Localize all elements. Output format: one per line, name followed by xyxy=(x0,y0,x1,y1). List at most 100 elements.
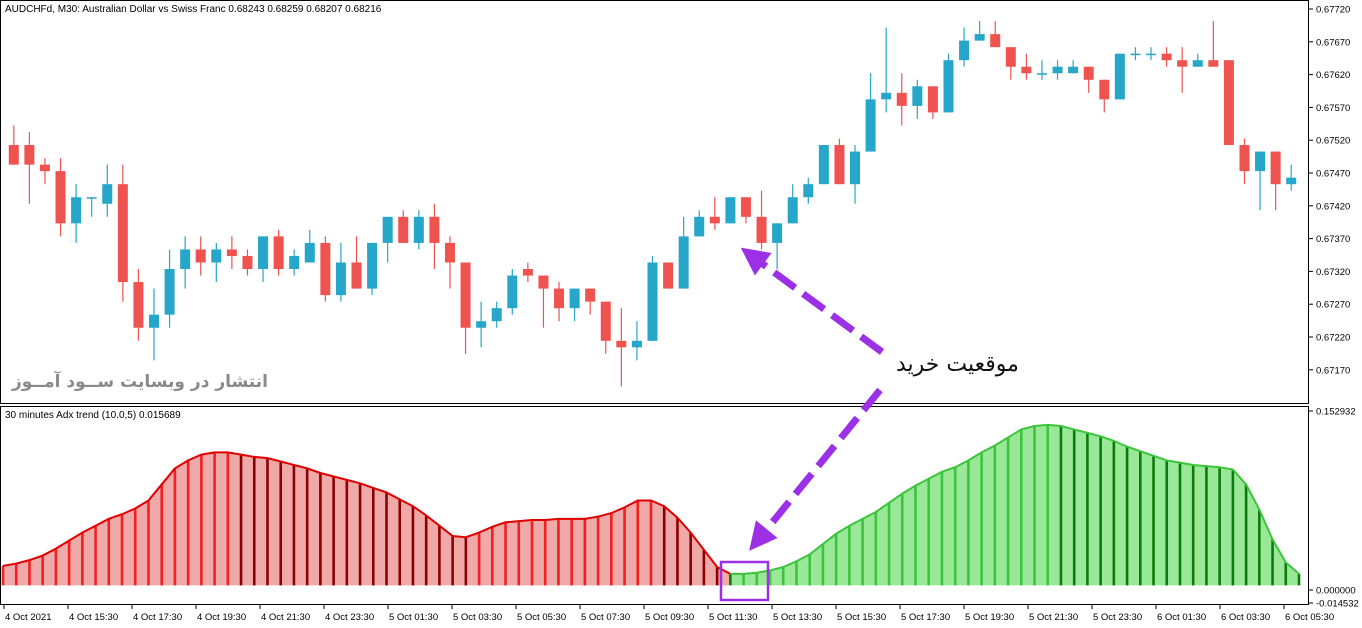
candle-body xyxy=(663,262,674,289)
candle-body xyxy=(258,236,269,270)
candle-body xyxy=(647,262,658,341)
indicator-header: 30 minutes Adx trend (10.0,5) 0.015689 xyxy=(5,410,181,421)
candle-body xyxy=(304,242,315,263)
candle-body xyxy=(1021,66,1032,74)
candle-body xyxy=(709,216,720,224)
candle-body xyxy=(164,269,175,315)
price-axis: 0.67720 0.67670 0.67620 0.67570 0.67520 0.674… xyxy=(1309,5,1350,376)
candle-body xyxy=(71,197,82,224)
candle-body xyxy=(24,145,35,165)
histogram-area xyxy=(3,452,731,586)
candle-body xyxy=(444,242,455,263)
candle-body xyxy=(1146,53,1157,56)
candle-body xyxy=(460,262,471,328)
candle-body xyxy=(102,184,113,204)
candle-body xyxy=(351,262,362,289)
candle-body xyxy=(1130,53,1141,56)
candle-body xyxy=(335,262,346,296)
candle-body xyxy=(787,197,798,224)
candle-body xyxy=(538,275,549,289)
buy-position-box xyxy=(719,560,770,602)
candle-body xyxy=(367,242,378,289)
candle-body xyxy=(631,340,642,348)
candle-body xyxy=(1286,177,1297,185)
candle-body xyxy=(273,236,284,270)
time-tick-label: 5 Oct 23:30 xyxy=(1093,612,1142,623)
candle-body xyxy=(803,184,814,198)
time-tick-label: 5 Oct 03:30 xyxy=(453,612,502,623)
indicator-tick-label: -0.014532 xyxy=(1316,599,1359,610)
candle-body xyxy=(413,216,424,243)
candle-body xyxy=(195,249,206,263)
time-tick-label: 4 Oct 15:30 xyxy=(69,612,118,623)
time-tick-label: 4 Oct 23:30 xyxy=(325,612,374,623)
candle-body xyxy=(616,340,627,348)
candle-body xyxy=(320,242,331,296)
candle-body xyxy=(943,60,954,113)
candle-body xyxy=(554,288,565,309)
candle-body xyxy=(1005,47,1016,67)
indicator-histogram xyxy=(1,423,1301,586)
candle-body xyxy=(117,184,128,283)
buy-position-label: موقعیت خرید xyxy=(892,352,1023,377)
histogram-green-line xyxy=(730,423,1300,575)
time-tick-label: 6 Oct 05:30 xyxy=(1285,612,1334,623)
candle-body xyxy=(740,197,751,217)
candle-body xyxy=(8,145,19,165)
candle-body xyxy=(55,171,66,224)
main-chart-header: AUDCHFd, M30: Australian Dollar vs Swiss… xyxy=(5,4,382,15)
main-chart-frame xyxy=(0,0,1309,404)
time-tick-label: 6 Oct 01:30 xyxy=(1157,612,1206,623)
candle-body xyxy=(39,164,50,172)
time-tick-label: 4 Oct 19:30 xyxy=(197,612,246,623)
time-tick-label: 5 Oct 05:30 xyxy=(517,612,566,623)
time-tick-label: 5 Oct 01:30 xyxy=(389,612,438,623)
candle-body xyxy=(959,40,970,61)
candle-body xyxy=(1052,66,1063,74)
candle-body xyxy=(850,151,861,185)
time-tick-label: 5 Oct 19:30 xyxy=(965,612,1014,623)
price-tick-label: 0.67220 xyxy=(1316,333,1350,344)
candle-body xyxy=(1083,66,1094,80)
time-tick-label: 5 Oct 15:30 xyxy=(837,612,886,623)
candle-body xyxy=(600,301,611,341)
time-tick-label: 6 Oct 03:30 xyxy=(1221,612,1270,623)
time-tick-label: 4 Oct 21:30 xyxy=(261,612,310,623)
time-tick-label: 5 Oct 17:30 xyxy=(901,612,950,623)
candle-body xyxy=(242,255,253,270)
price-tick-label: 0.67570 xyxy=(1316,103,1350,114)
candle-body xyxy=(1068,66,1079,74)
price-tick-label: 0.67720 xyxy=(1316,5,1350,16)
candle-body xyxy=(896,92,907,106)
indicator-tick-label: 0.152932 xyxy=(1316,407,1356,418)
candle-body xyxy=(756,216,767,243)
arrow-to-indicator xyxy=(749,387,883,551)
candle-body xyxy=(398,216,409,243)
candle-body xyxy=(476,321,487,328)
watermark-text: انتشار در وبسایت ســود آمــوز xyxy=(12,372,268,392)
candle-body xyxy=(148,314,159,328)
candle-body xyxy=(429,216,440,243)
price-tick-label: 0.67370 xyxy=(1316,234,1350,245)
price-tick-label: 0.67620 xyxy=(1316,70,1350,81)
histogram-area xyxy=(730,424,1299,586)
candle-body xyxy=(180,249,191,270)
time-tick-label: 4 Oct 2021 xyxy=(5,612,51,623)
candle-body xyxy=(569,288,580,309)
candle-body xyxy=(1208,60,1219,67)
candle-body xyxy=(990,34,1001,48)
candlestick-series xyxy=(8,21,1297,387)
candle-body xyxy=(927,86,938,113)
price-tick-label: 0.67170 xyxy=(1316,365,1350,376)
candle-body xyxy=(678,236,689,289)
candle-body xyxy=(1270,151,1281,185)
indicator-tick-label: 0.000000 xyxy=(1316,586,1356,597)
candle-body xyxy=(382,216,393,243)
candle-body xyxy=(86,197,97,199)
candle-body xyxy=(865,99,876,152)
candle-body xyxy=(289,255,300,270)
time-tick-label: 5 Oct 13:30 xyxy=(773,612,822,623)
candle-body xyxy=(211,249,222,263)
time-tick-label: 5 Oct 11:30 xyxy=(709,612,757,623)
